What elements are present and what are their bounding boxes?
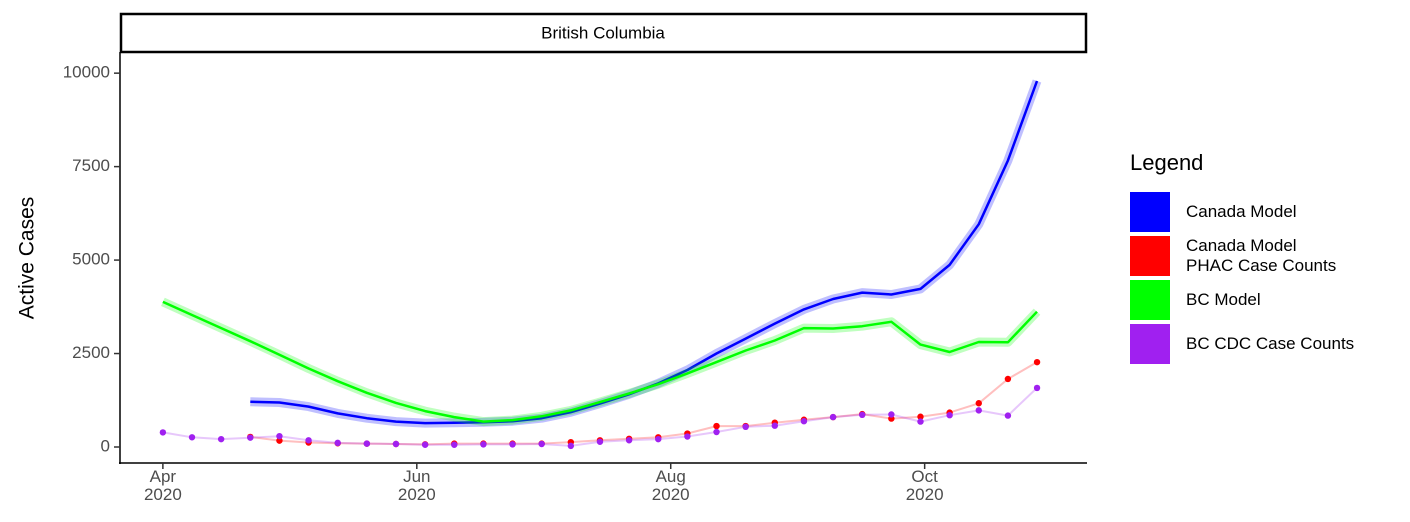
data-point: [655, 435, 662, 443]
legend-label: BC Model: [1186, 290, 1261, 309]
x-tick-label: Oct 2020: [905, 467, 944, 504]
data-point: [392, 440, 400, 448]
data-point: [1004, 412, 1012, 419]
legend-label: BC CDC Case Counts: [1186, 334, 1355, 353]
data-point: [917, 418, 924, 425]
data-point: [159, 429, 167, 436]
legend-label: Canada Model: [1186, 202, 1297, 221]
series-line: [162, 300, 1038, 423]
data-point: [1004, 375, 1012, 383]
data-point: [480, 441, 487, 448]
data-point: [684, 433, 691, 440]
panel-title: British Columbia: [541, 23, 665, 42]
data-point: [975, 407, 982, 414]
data-point: [859, 411, 866, 419]
data-point: [276, 432, 283, 440]
data-point: [334, 439, 341, 447]
data-point: [975, 400, 982, 407]
data-point: [713, 422, 720, 430]
y-axis-title: Active Cases: [16, 197, 39, 320]
x-tick-label: Aug 2020: [651, 467, 690, 504]
data-point: [276, 437, 283, 444]
data-point: [713, 428, 720, 436]
x-tick-label: Jun 2020: [397, 467, 436, 504]
legend-key: [1130, 236, 1170, 276]
data-point: [800, 418, 808, 425]
panel-strip: [119, 12, 1088, 54]
data-point: [188, 434, 196, 441]
data-point: [596, 438, 604, 445]
data-point: [917, 413, 924, 420]
legend: Legend Canada Model Canada Model PHAC Cas…: [1130, 150, 1354, 366]
legend-key: [1130, 324, 1170, 364]
series-line: [250, 361, 1038, 446]
data-point: [888, 411, 895, 418]
data-point: [771, 422, 778, 429]
legend-key: [1130, 280, 1170, 320]
legend-label: Canada Model PHAC Case Counts: [1186, 236, 1337, 275]
legend-key: [1130, 192, 1170, 232]
data-point: [509, 441, 516, 448]
data-point: [1033, 358, 1041, 366]
y-tick-label: 10000: [63, 63, 110, 82]
series-line: [250, 80, 1039, 425]
data-point: [829, 413, 837, 421]
data-point: [946, 412, 953, 419]
legend-item: BC CDC Case Counts: [1130, 322, 1354, 366]
data-point: [247, 434, 254, 441]
data-point: [305, 437, 312, 444]
x-tick-label: Apr 2020: [143, 467, 182, 504]
data-point: [363, 440, 371, 447]
y-tick-label: 7500: [72, 156, 110, 175]
y-tick-label: 2500: [72, 343, 110, 362]
legend-item: Canada Model PHAC Case Counts: [1130, 234, 1354, 278]
data-point: [421, 441, 429, 448]
legend-title: Legend: [1130, 150, 1204, 175]
data-point: [217, 435, 225, 443]
series-line: [250, 79, 1042, 428]
legend-item: Canada Model: [1130, 190, 1354, 234]
legend-item: BC Model: [1130, 278, 1354, 322]
data-point: [538, 440, 545, 448]
data-point: [742, 423, 749, 431]
data-point: [1033, 384, 1041, 392]
y-tick-label: 5000: [72, 250, 110, 269]
data-point: [567, 442, 575, 450]
y-tick-label: 0: [101, 436, 110, 455]
data-point: [625, 437, 633, 444]
data-point: [451, 441, 458, 448]
